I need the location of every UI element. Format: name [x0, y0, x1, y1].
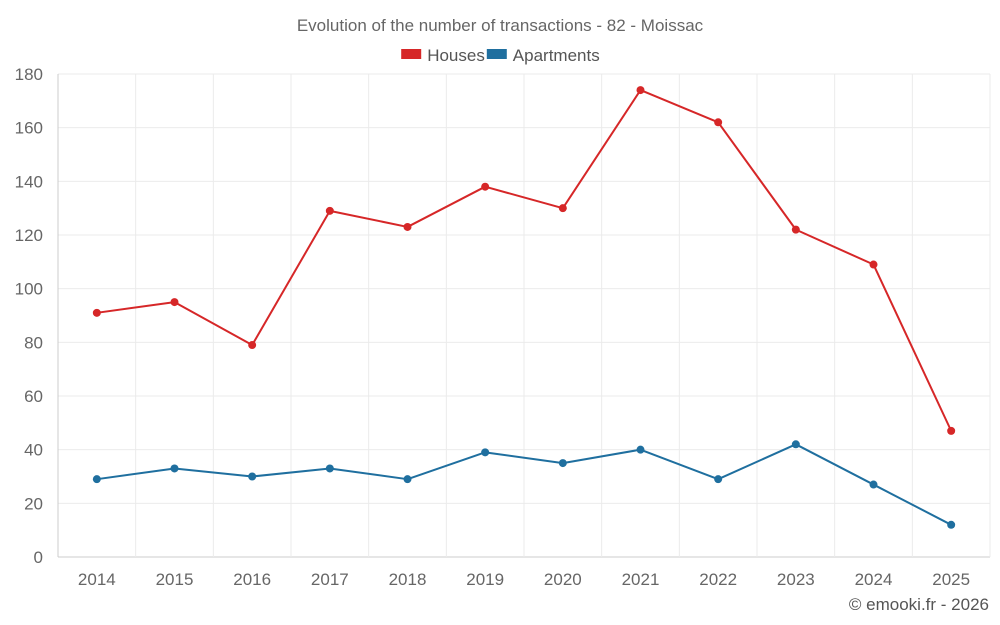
series-apartments: [92, 440, 956, 529]
data-point-houses[interactable]: [791, 225, 800, 234]
y-tick-label: 0: [34, 548, 43, 567]
series-group: [92, 86, 956, 529]
legend-item-houses[interactable]: Houses: [401, 46, 485, 65]
data-point-apartments[interactable]: [869, 480, 878, 489]
data-point-apartments[interactable]: [947, 520, 956, 529]
credit-text: © emooki.fr - 2026: [849, 595, 989, 614]
y-tick-label: 180: [15, 65, 43, 84]
data-point-houses[interactable]: [558, 204, 567, 213]
data-point-houses[interactable]: [947, 426, 956, 435]
y-tick-label: 20: [24, 494, 43, 513]
y-tick-label: 160: [15, 119, 43, 138]
x-tick-label: 2015: [156, 570, 194, 589]
data-point-apartments[interactable]: [558, 459, 567, 468]
data-point-houses[interactable]: [869, 260, 878, 269]
legend: Houses Apartments: [401, 46, 600, 65]
x-tick-label: 2019: [466, 570, 504, 589]
data-point-houses[interactable]: [403, 222, 412, 231]
x-tick-label: 2024: [855, 570, 893, 589]
data-point-apartments[interactable]: [248, 472, 257, 481]
data-point-apartments[interactable]: [92, 475, 101, 484]
series-line-apartments: [96, 443, 952, 526]
x-tick-label: 2018: [389, 570, 427, 589]
x-tick-label: 2023: [777, 570, 815, 589]
data-point-houses[interactable]: [481, 182, 490, 191]
data-point-apartments[interactable]: [325, 464, 334, 473]
x-tick-label: 2021: [622, 570, 660, 589]
x-tick-label: 2022: [699, 570, 737, 589]
y-tick-label: 40: [24, 441, 43, 460]
data-point-houses[interactable]: [92, 308, 101, 317]
x-tick-label: 2025: [932, 570, 970, 589]
x-tick-label: 2020: [544, 570, 582, 589]
legend-swatch: [486, 49, 507, 59]
data-point-houses[interactable]: [714, 118, 723, 127]
legend-item-apartments[interactable]: Apartments: [486, 46, 600, 65]
legend-label: Houses: [427, 46, 485, 65]
y-tick-label: 80: [24, 333, 43, 352]
x-tick-label: 2017: [311, 570, 349, 589]
x-tick-label: 2014: [78, 570, 116, 589]
data-point-houses[interactable]: [325, 206, 334, 215]
data-point-apartments[interactable]: [636, 445, 645, 454]
data-point-houses[interactable]: [636, 86, 645, 95]
data-point-apartments[interactable]: [714, 475, 723, 484]
x-tick-label: 2016: [233, 570, 271, 589]
data-point-apartments[interactable]: [403, 475, 412, 484]
series-line-houses: [96, 89, 953, 432]
data-point-houses[interactable]: [170, 298, 179, 307]
data-point-houses[interactable]: [248, 341, 257, 350]
legend-swatch: [401, 49, 422, 59]
data-point-apartments[interactable]: [481, 448, 490, 457]
y-tick-label: 60: [24, 387, 43, 406]
chart-title: Evolution of the number of transactions …: [297, 16, 704, 35]
y-tick-label: 100: [15, 280, 43, 299]
series-houses: [92, 86, 956, 435]
legend-label: Apartments: [513, 46, 600, 65]
y-tick-label: 140: [15, 172, 43, 191]
data-point-apartments[interactable]: [170, 464, 179, 473]
data-point-apartments[interactable]: [791, 440, 800, 449]
y-tick-label: 120: [15, 226, 43, 245]
axes: 0 20 40 60 80 100 120 140 160 180 2014 2015 2016 2017…: [15, 65, 970, 589]
grid: [57, 73, 991, 558]
